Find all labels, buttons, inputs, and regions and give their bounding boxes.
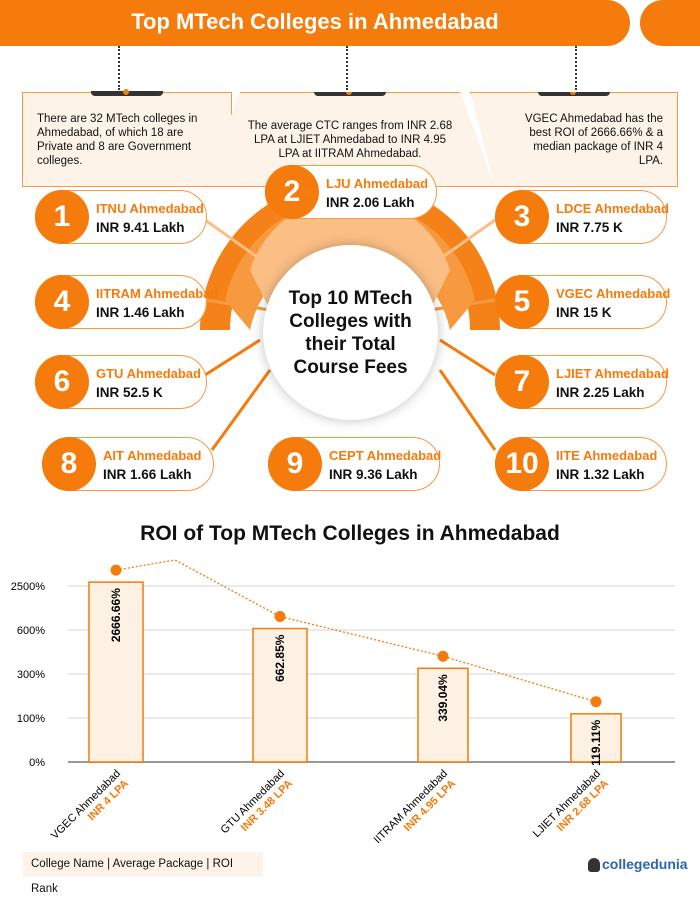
college-name: CEPT Ahmedabad <box>329 448 442 463</box>
college-card: 8 AIT Ahmedabad INR 1.66 Lakh <box>42 437 214 491</box>
trend-dot <box>110 564 122 576</box>
x-tick-label: IITRAM Ahmedabad <box>372 768 451 847</box>
info-text: VGEC Ahmedabad has the best ROI of 2666.… <box>524 112 663 167</box>
center-label: Top 10 MTech Colleges with their Total C… <box>263 245 438 420</box>
college-name: IITRAM Ahmedabad <box>96 286 219 301</box>
connector <box>575 46 577 90</box>
trend-line <box>115 559 597 703</box>
college-fee: INR 1.32 Lakh <box>556 467 645 482</box>
y-tick-label: 100% <box>17 713 45 725</box>
connector <box>346 46 348 90</box>
data-label: 339.04% <box>436 674 450 722</box>
college-card: 6 GTU Ahmedabad INR 52.5 K <box>35 355 207 409</box>
college-card: 7 LJIET Ahmedabad INR 2.25 Lakh <box>495 355 669 409</box>
roi-chart: 0%100%300%600%2500%2666.66%VGEC Ahmedaba… <box>11 559 675 847</box>
brand-name: collegedunia <box>602 856 688 872</box>
connector <box>118 46 120 90</box>
college-card: 3 LDCE Ahmedabad INR 7.75 K <box>495 190 669 244</box>
rank-badge: 7 <box>495 355 549 409</box>
college-name: ITNU Ahmedabad <box>96 201 204 216</box>
page-title: Top MTech Colleges in Ahmedabad <box>0 0 630 46</box>
rank-badge: 9 <box>268 437 322 491</box>
college-card: 1 ITNU Ahmedabad INR 9.41 Lakh <box>35 190 207 244</box>
college-fee: INR 7.75 K <box>556 220 623 235</box>
y-tick-label: 2500% <box>11 581 45 593</box>
rank-badge: 5 <box>495 275 549 329</box>
college-fee: INR 1.46 Lakh <box>96 305 185 320</box>
rank-badge: 3 <box>495 190 549 244</box>
college-name: LJU Ahmedabad <box>326 176 429 191</box>
info-text: There are 32 MTech colleges in Ahmedabad… <box>37 112 198 167</box>
rank-badge: 1 <box>35 190 89 244</box>
trend-dot <box>590 696 602 708</box>
y-tick-label: 600% <box>17 625 45 637</box>
college-card: 4 IITRAM Ahmedabad INR 1.46 Lakh <box>35 275 218 329</box>
college-card: 2 LJU Ahmedabad INR 2.06 Lakh <box>265 165 437 219</box>
college-fee: INR 9.41 Lakh <box>96 220 185 235</box>
rank-badge: 8 <box>42 437 96 491</box>
info-text: The average CTC ranges from INR 2.68 LPA… <box>247 119 453 160</box>
college-fee: INR 1.66 Lakh <box>103 467 192 482</box>
logo-mascot-icon <box>588 858 600 873</box>
y-tick-label: 0% <box>29 757 45 769</box>
college-card: 10 IITE Ahmedabad INR 1.32 Lakh <box>495 437 667 491</box>
collegedunia-logo: collegedunia <box>588 856 688 873</box>
info-card: VGEC Ahmedabad has the best ROI of 2666.… <box>470 92 678 187</box>
college-fee: INR 15 K <box>556 305 612 320</box>
college-fee: INR 2.25 Lakh <box>556 385 645 400</box>
data-label: 119.11% <box>589 719 603 765</box>
college-name: LDCE Ahmedabad <box>556 201 669 216</box>
legend: College Name | Average Package | ROI Ran… <box>23 852 263 895</box>
college-fee: INR 2.06 Lakh <box>326 195 415 210</box>
college-name: LJIET Ahmedabad <box>556 366 669 381</box>
college-name: VGEC Ahmedabad <box>556 286 671 301</box>
chart-title: ROI of Top MTech Colleges in Ahmedabad <box>140 522 560 545</box>
college-name: IITE Ahmedabad <box>556 448 658 463</box>
rank-badge: 6 <box>35 355 89 409</box>
data-label: 662.85% <box>273 634 287 682</box>
bar <box>417 667 469 763</box>
bar <box>88 581 144 763</box>
trend-dot <box>274 611 286 623</box>
info-card: There are 32 MTech colleges in Ahmedabad… <box>22 89 232 187</box>
college-fee: INR 52.5 K <box>96 385 163 400</box>
bar <box>252 627 308 763</box>
y-tick-label: 300% <box>17 669 45 681</box>
rank-badge: 10 <box>495 437 549 491</box>
rank-badge: 4 <box>35 275 89 329</box>
college-fee: INR 9.36 Lakh <box>329 467 418 482</box>
trend-dot <box>437 650 449 662</box>
college-name: GTU Ahmedabad <box>96 366 201 381</box>
bar <box>570 713 622 763</box>
banner-decoration <box>640 0 700 46</box>
college-card: 9 CEPT Ahmedabad INR 9.36 Lakh <box>268 437 442 491</box>
rank-badge: 2 <box>265 165 319 219</box>
college-name: AIT Ahmedabad <box>103 448 202 463</box>
college-card: 5 VGEC Ahmedabad INR 15 K <box>495 275 671 329</box>
data-label: 2666.66% <box>109 588 123 642</box>
